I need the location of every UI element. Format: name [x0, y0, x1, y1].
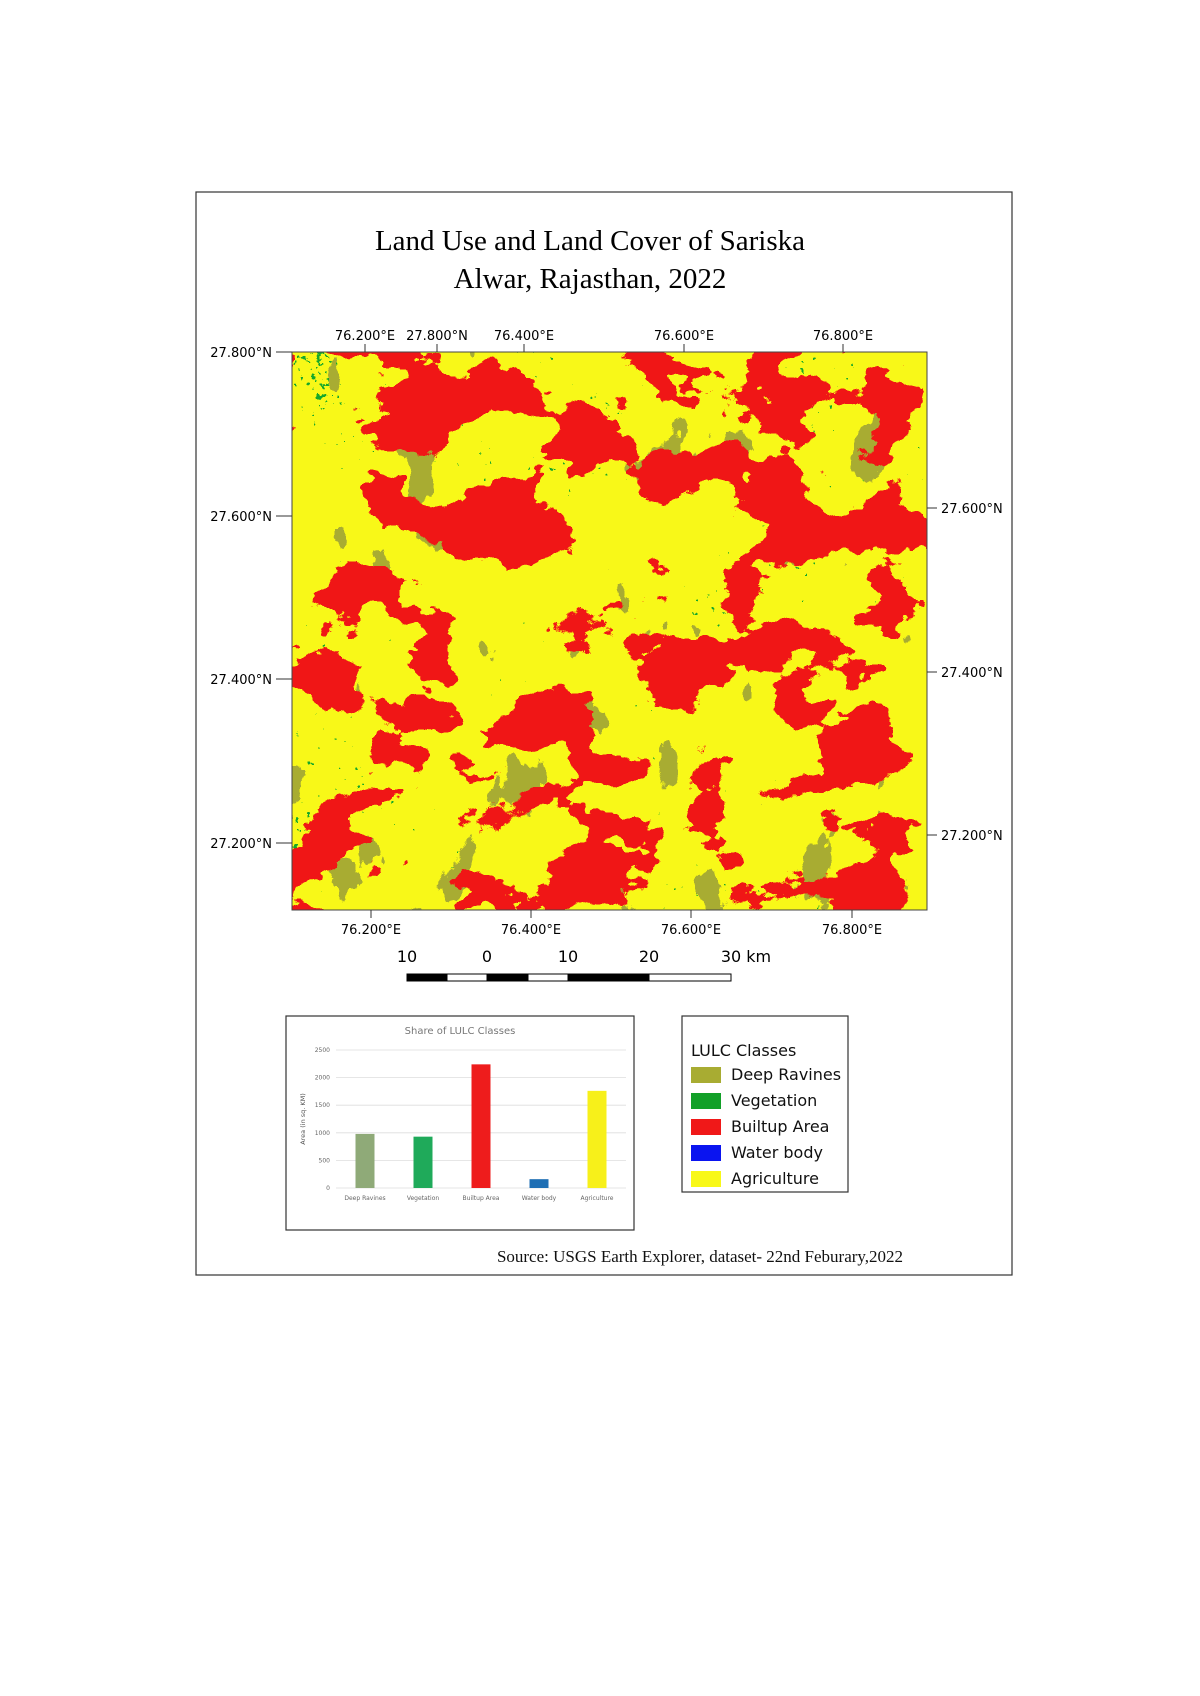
- bottom-coord-label: 76.400°E: [501, 923, 561, 938]
- chart: 0 500 1000 1500 2000 2500 Deep Ravines Vegetati…: [315, 1047, 626, 1202]
- left-coord-label: 27.800°N: [210, 346, 272, 361]
- top-coord-label: 76.200°E: [335, 329, 395, 344]
- scale-label: 20: [639, 947, 659, 966]
- left-coord-label: 27.200°N: [210, 837, 272, 852]
- scale-label: 30 km: [721, 947, 771, 966]
- legend-swatch: [691, 1119, 721, 1135]
- chart-box: [285, 1015, 635, 1231]
- right-coord-label: 27.200°N: [941, 829, 1003, 844]
- left-coord-label: 27.600°N: [210, 510, 272, 525]
- legend-label: Water body: [731, 1143, 823, 1162]
- y-tick-label: 500: [319, 1157, 331, 1164]
- scale-bar: 10 0 10 20 30 km: [397, 947, 771, 982]
- legend: Deep Ravines Vegetation Builtup Area Water …: [691, 1065, 841, 1188]
- legend-label: Deep Ravines: [731, 1065, 841, 1084]
- y-tick-label: 0: [326, 1185, 330, 1192]
- y-axis-label: Area (in sq. KM): [299, 1093, 307, 1145]
- scale-segment: [648, 973, 732, 982]
- scale-segment: [486, 973, 529, 982]
- scale-label: 10: [397, 947, 417, 966]
- legend-swatch: [691, 1067, 721, 1083]
- x-tick-label: Vegetation: [407, 1195, 440, 1202]
- legend-label: Vegetation: [731, 1091, 817, 1110]
- top-coord-label: 76.800°E: [813, 329, 873, 344]
- map-border: [291, 351, 928, 911]
- raster-layer: [292, 352, 927, 910]
- legend-swatch: [691, 1145, 721, 1161]
- legend-label: Agriculture: [731, 1169, 819, 1188]
- scale-label: 10: [558, 947, 578, 966]
- top-coord-label: 76.400°E: [494, 329, 554, 344]
- scale-segment: [446, 973, 488, 982]
- x-tick-label: Builtup Area: [463, 1195, 500, 1202]
- scale-segment: [406, 973, 448, 982]
- y-tick-label: 1500: [315, 1102, 330, 1109]
- bar: [529, 1179, 549, 1188]
- land-cover-raster: [291, 351, 928, 911]
- x-tick-label: Deep Ravines: [344, 1195, 385, 1202]
- scale-segment: [567, 973, 650, 982]
- bottom-coord-label: 76.600°E: [661, 923, 721, 938]
- bottom-coord-label: 76.200°E: [341, 923, 401, 938]
- scale-segment: [527, 973, 569, 982]
- bar: [471, 1064, 491, 1188]
- bar: [355, 1133, 375, 1188]
- y-tick-label: 1000: [315, 1130, 330, 1137]
- bottom-coord-label: 76.800°E: [822, 923, 882, 938]
- bar: [413, 1136, 433, 1188]
- x-tick-label: Agriculture: [581, 1195, 614, 1202]
- top-coord-label: 76.600°E: [654, 329, 714, 344]
- right-coord-label: 27.600°N: [941, 502, 1003, 517]
- left-coord-label: 27.400°N: [210, 673, 272, 688]
- y-tick-label: 2000: [315, 1075, 330, 1082]
- right-coord-label: 27.400°N: [941, 666, 1003, 681]
- title: Alwar, Rajasthan, 2022: [454, 263, 727, 295]
- top-coord-label: 27.800°N: [406, 329, 468, 344]
- source: Source: USGS Earth Explorer, dataset- 22…: [497, 1247, 903, 1266]
- scale-label: 0: [482, 947, 492, 966]
- legend-swatch: [691, 1171, 721, 1187]
- chart-title: Share of LULC Classes: [405, 1026, 516, 1037]
- bar: [587, 1090, 607, 1188]
- legend-swatch: [691, 1093, 721, 1109]
- legend-label: Builtup Area: [731, 1117, 829, 1136]
- y-tick-label: 2500: [315, 1047, 330, 1054]
- x-tick-label: Water body: [522, 1195, 557, 1202]
- legend-title: LULC Classes: [691, 1041, 796, 1060]
- title: Land Use and Land Cover of Sariska: [375, 225, 805, 257]
